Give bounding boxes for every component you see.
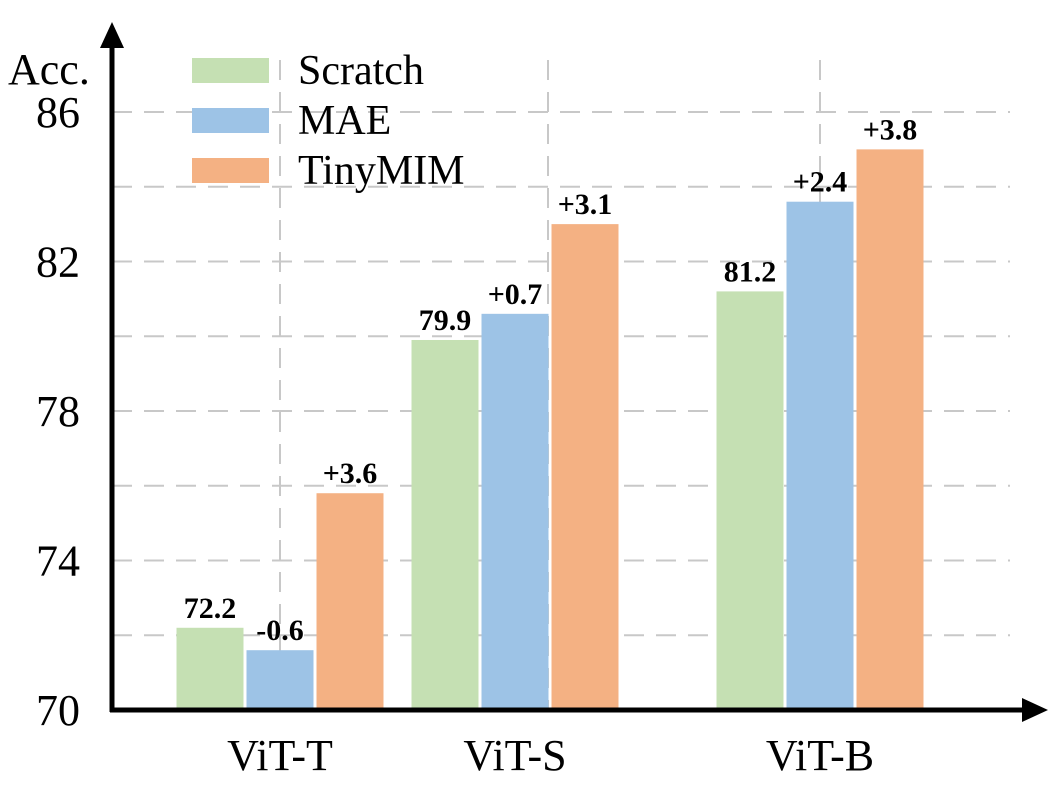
legend-label-tinymim: TinyMIM: [298, 148, 465, 194]
data-label-scratch-vit-b: 81.2: [724, 255, 777, 288]
y-axis-title: Acc.: [8, 45, 90, 94]
bar-tinymim-vit-t: [316, 493, 384, 710]
bar-mae-vit-t: [246, 650, 314, 710]
y-tick-label-78: 78: [36, 387, 80, 436]
bar-scratch-vit-b: [716, 291, 784, 710]
y-axis-arrow: [100, 22, 124, 48]
data-label-mae-vit-t: -0.6: [256, 614, 304, 647]
data-label-tinymim-vit-s: +3.1: [558, 188, 613, 221]
x-tick-label-vit-t: ViT-T: [227, 731, 333, 780]
bar-scratch-vit-s: [411, 339, 479, 710]
legend-label-mae: MAE: [298, 98, 391, 144]
y-tick-label-82: 82: [36, 238, 80, 287]
bar-tinymim-vit-b: [856, 149, 924, 710]
y-tick-label-70: 70: [36, 686, 80, 735]
bar-mae-vit-b: [786, 201, 854, 710]
legend-swatch-scratch: [192, 58, 269, 83]
x-axis-arrow: [1022, 698, 1048, 722]
legend-label-scratch: Scratch: [298, 48, 424, 94]
legend-swatch-mae: [192, 108, 269, 133]
bar-tinymim-vit-s: [551, 224, 619, 710]
data-label-tinymim-vit-b: +3.8: [863, 113, 918, 146]
data-label-scratch-vit-t: 72.2: [184, 592, 237, 625]
data-label-scratch-vit-s: 79.9: [419, 304, 472, 337]
bar-layer: [176, 149, 924, 710]
x-tick-label-vit-b: ViT-B: [766, 731, 874, 780]
legend-item-mae: MAE: [192, 98, 391, 144]
legend-swatch-tinymim: [192, 158, 269, 183]
data-label-mae-vit-s: +0.7: [488, 278, 543, 311]
legend-item-tinymim: TinyMIM: [192, 148, 465, 194]
data-label-tinymim-vit-t: +3.6: [323, 457, 378, 490]
data-label-mae-vit-b: +2.4: [793, 166, 848, 199]
x-tick-label-vit-s: ViT-S: [463, 731, 566, 780]
y-tick-label-86: 86: [36, 88, 80, 137]
y-tick-label-74: 74: [36, 537, 80, 586]
bar-mae-vit-s: [481, 313, 549, 710]
bar-scratch-vit-t: [176, 627, 244, 710]
legend-item-scratch: Scratch: [192, 48, 424, 94]
data-label-layer: 72.2 -0.6 +3.6 79.9 +0.7 +3.1 81.2 +2.4 +3.8: [184, 113, 918, 647]
